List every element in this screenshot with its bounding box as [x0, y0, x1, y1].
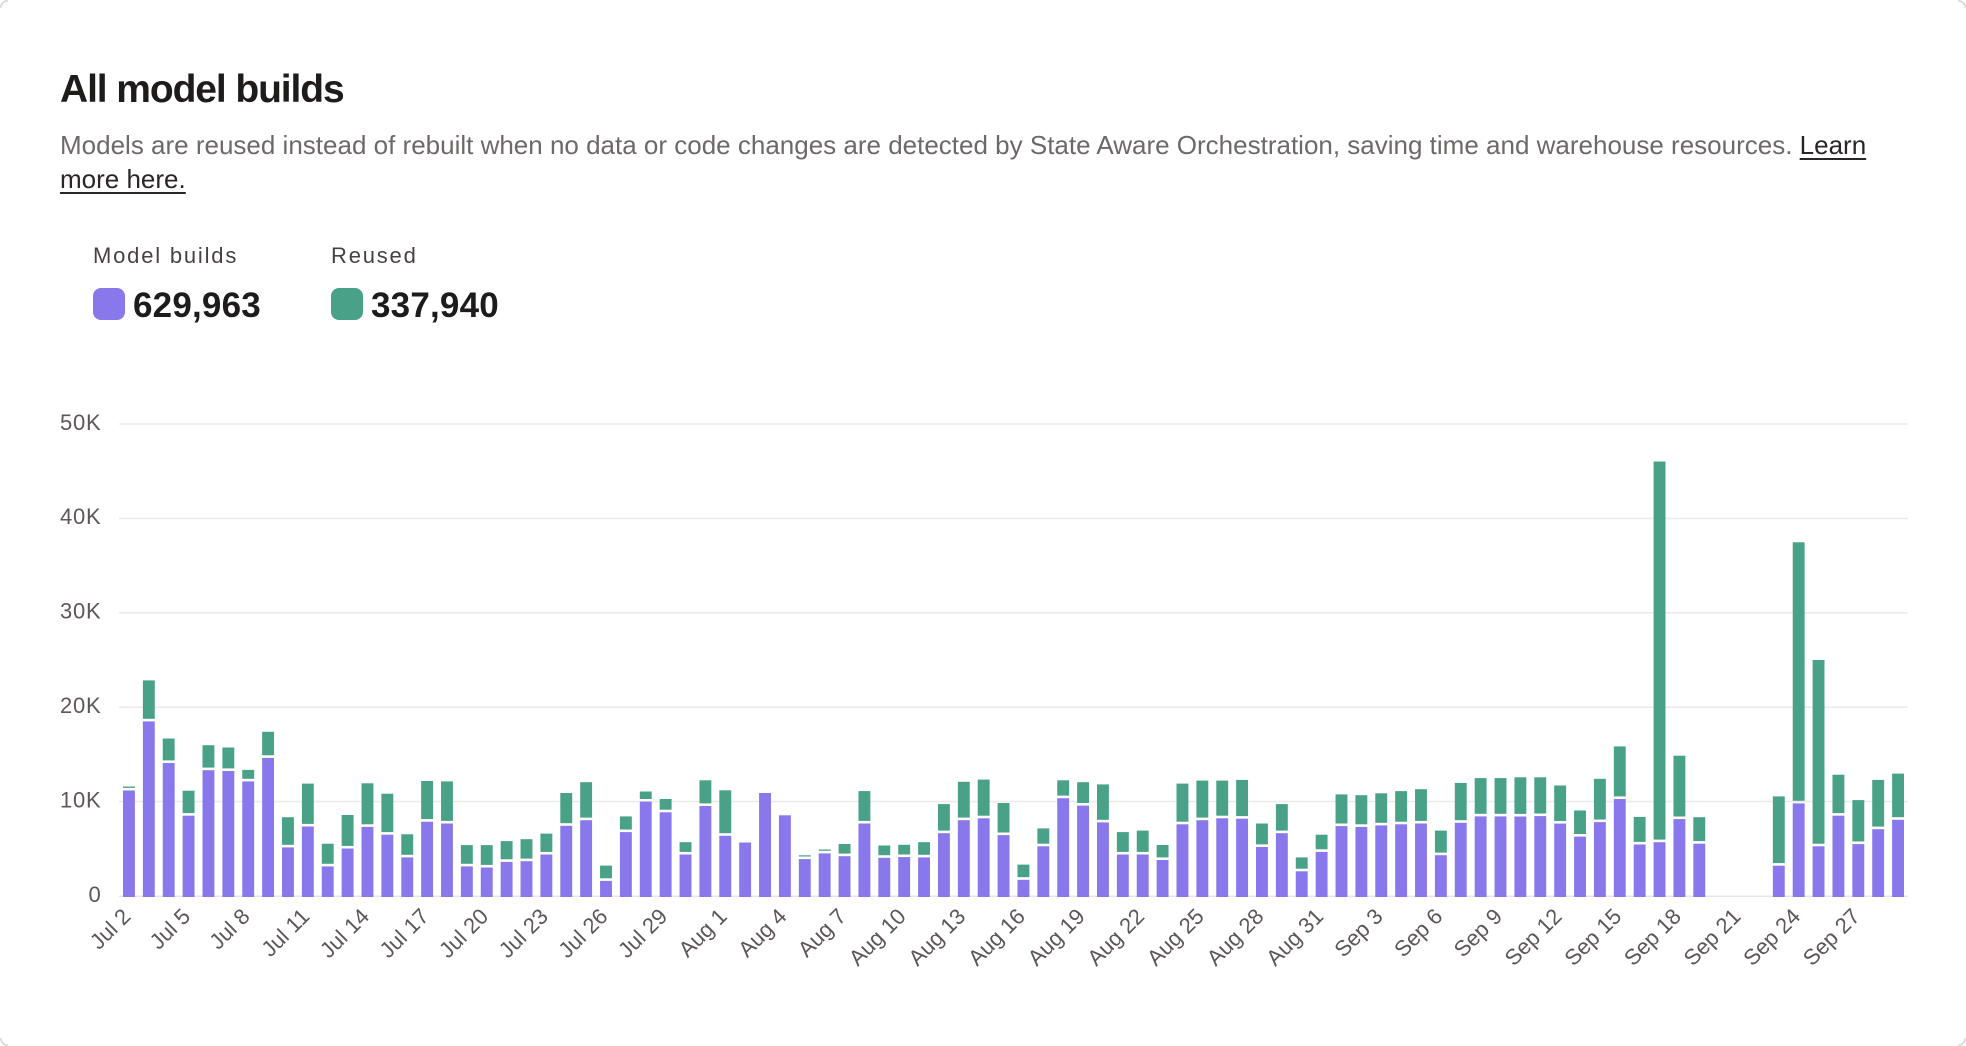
- svg-text:Jul 5: Jul 5: [145, 904, 196, 955]
- svg-text:Aug 13: Aug 13: [903, 904, 970, 971]
- svg-text:Sep 6: Sep 6: [1389, 904, 1447, 962]
- svg-text:Aug 4: Aug 4: [733, 904, 791, 962]
- svg-text:Aug 10: Aug 10: [844, 904, 911, 971]
- svg-text:Sep 12: Sep 12: [1500, 904, 1567, 971]
- svg-text:Jul 11: Jul 11: [256, 904, 314, 962]
- svg-text:Jul 23: Jul 23: [494, 904, 553, 963]
- svg-text:Jul 26: Jul 26: [553, 904, 612, 963]
- svg-text:20K: 20K: [60, 693, 102, 718]
- svg-text:Jul 2: Jul 2: [85, 904, 136, 955]
- svg-text:Aug 16: Aug 16: [963, 904, 1030, 971]
- svg-text:Aug 28: Aug 28: [1202, 904, 1269, 971]
- svg-text:40K: 40K: [60, 504, 102, 529]
- svg-text:30K: 30K: [60, 599, 102, 624]
- svg-text:Aug 22: Aug 22: [1082, 904, 1149, 971]
- svg-text:Aug 19: Aug 19: [1023, 904, 1090, 971]
- svg-text:Aug 25: Aug 25: [1142, 904, 1209, 971]
- svg-text:Sep 27: Sep 27: [1798, 904, 1865, 971]
- svg-text:10K: 10K: [60, 787, 102, 812]
- svg-text:Aug 31: Aug 31: [1261, 904, 1328, 971]
- svg-text:Sep 24: Sep 24: [1738, 904, 1805, 971]
- svg-text:0: 0: [88, 882, 101, 907]
- svg-text:Sep 3: Sep 3: [1329, 904, 1387, 962]
- svg-text:Sep 18: Sep 18: [1619, 904, 1686, 971]
- svg-text:Sep 15: Sep 15: [1559, 904, 1626, 971]
- svg-text:Jul 20: Jul 20: [434, 904, 493, 963]
- svg-text:Jul 17: Jul 17: [374, 904, 433, 963]
- svg-text:50K: 50K: [60, 410, 102, 435]
- svg-text:Sep 9: Sep 9: [1449, 904, 1507, 962]
- svg-text:Jul 8: Jul 8: [204, 904, 255, 955]
- svg-text:Jul 14: Jul 14: [315, 904, 374, 963]
- svg-text:Sep 21: Sep 21: [1679, 904, 1746, 971]
- svg-text:Aug 7: Aug 7: [793, 904, 851, 962]
- svg-text:Jul 29: Jul 29: [613, 904, 672, 963]
- svg-text:Aug 1: Aug 1: [673, 904, 731, 962]
